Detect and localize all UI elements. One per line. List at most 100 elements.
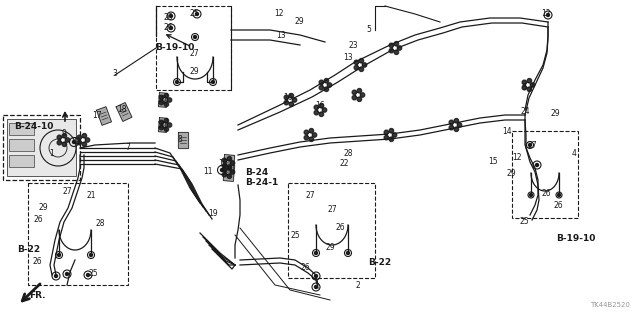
Circle shape [304,130,308,135]
Circle shape [359,58,364,63]
Text: 27: 27 [527,140,537,150]
Circle shape [309,137,314,142]
Circle shape [352,95,356,100]
Circle shape [60,137,66,143]
Circle shape [222,167,227,172]
Polygon shape [178,132,188,148]
Circle shape [170,14,173,18]
Text: B-24-10: B-24-10 [14,122,53,131]
Bar [3,115,80,180]
Circle shape [525,82,531,88]
Text: 26: 26 [335,224,345,233]
Circle shape [225,169,230,175]
Circle shape [164,119,168,123]
Polygon shape [223,165,235,182]
Text: 12: 12 [275,10,284,19]
Circle shape [319,85,324,90]
Circle shape [164,127,168,131]
Text: 27: 27 [305,191,315,201]
Text: 27: 27 [189,48,199,57]
Circle shape [54,275,58,278]
Circle shape [211,80,214,84]
Circle shape [324,78,328,83]
Circle shape [195,12,198,16]
Circle shape [58,254,61,256]
Text: 26: 26 [163,24,173,33]
Circle shape [222,158,227,163]
Circle shape [352,90,356,94]
Circle shape [227,165,232,169]
Circle shape [357,97,362,101]
Text: 27: 27 [62,188,72,197]
Circle shape [159,100,164,105]
Circle shape [57,140,61,145]
Text: 25: 25 [189,10,199,19]
Text: 29: 29 [294,18,304,26]
Circle shape [314,275,317,278]
Text: 16: 16 [315,100,325,109]
Text: 26: 26 [300,263,310,271]
Circle shape [72,140,76,144]
Text: 4: 4 [572,150,577,159]
Circle shape [292,98,297,102]
Text: 19: 19 [208,209,218,218]
Circle shape [225,160,230,166]
Bar [156,6,231,90]
Circle shape [82,134,86,138]
Circle shape [314,251,317,255]
Text: 12: 12 [541,9,551,18]
Circle shape [324,87,328,92]
Circle shape [307,132,313,138]
Circle shape [359,67,364,71]
Circle shape [62,134,67,138]
Polygon shape [223,155,235,171]
Circle shape [159,95,164,100]
Text: 29: 29 [550,109,560,118]
Text: 11: 11 [204,167,212,176]
Text: 28: 28 [95,219,105,228]
Circle shape [222,173,227,177]
Text: B-19-10: B-19-10 [155,43,195,52]
Circle shape [227,166,232,170]
Text: 2: 2 [356,280,360,290]
Circle shape [167,123,172,127]
Circle shape [82,142,86,146]
Text: 15: 15 [488,158,498,167]
Circle shape [164,102,168,107]
Text: 29: 29 [38,204,48,212]
Bar [9,155,34,167]
Text: 25: 25 [290,232,300,241]
Circle shape [397,46,402,50]
Circle shape [62,142,67,146]
Circle shape [522,85,527,90]
Circle shape [527,87,532,92]
Circle shape [392,133,397,137]
Circle shape [284,100,289,105]
Circle shape [175,80,179,84]
Text: 6: 6 [522,84,527,93]
Circle shape [389,43,394,48]
Circle shape [557,194,561,197]
Circle shape [384,136,388,140]
Circle shape [449,125,454,130]
Circle shape [346,251,349,255]
Text: 7: 7 [125,144,131,152]
Circle shape [77,135,81,139]
Text: 10: 10 [218,159,228,167]
Text: B-24-1: B-24-1 [245,178,278,187]
Text: 25: 25 [88,269,98,278]
Circle shape [319,112,324,116]
Circle shape [227,157,232,161]
Polygon shape [116,103,132,121]
Text: B-22: B-22 [17,245,40,254]
Bar [9,139,34,151]
Circle shape [389,137,394,142]
Bar [7,119,76,176]
Circle shape [193,35,196,39]
Circle shape [323,82,328,88]
Text: 27: 27 [327,205,337,214]
Circle shape [287,97,292,103]
Text: TK44B2520: TK44B2520 [590,302,630,308]
Circle shape [319,80,324,85]
Text: 12: 12 [512,153,522,162]
